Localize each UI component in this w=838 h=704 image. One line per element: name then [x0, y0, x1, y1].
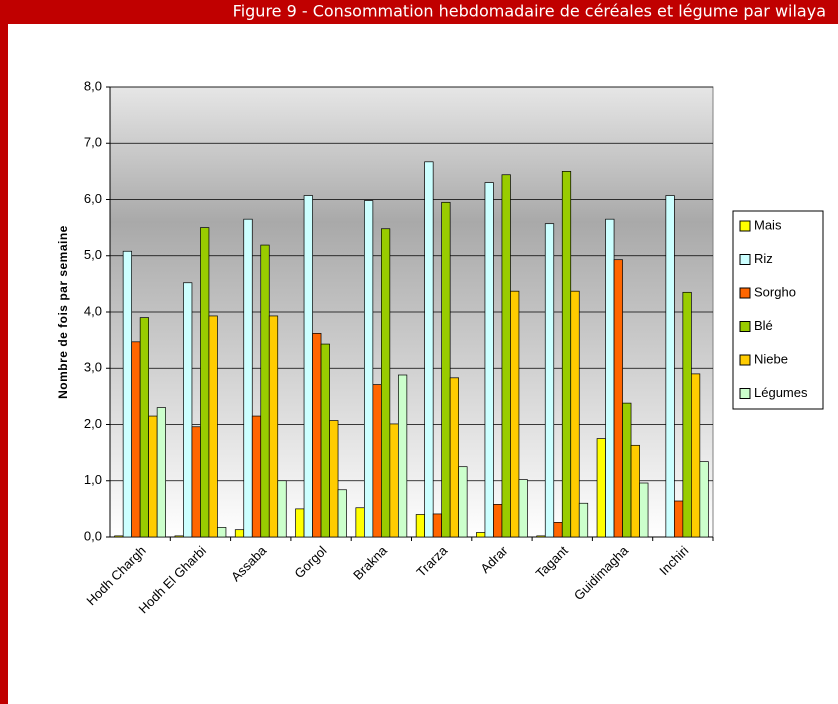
bar — [329, 420, 339, 538]
bar — [217, 527, 227, 538]
bar — [673, 500, 684, 538]
bar — [337, 489, 347, 538]
bar — [682, 291, 692, 538]
left-border — [0, 0, 8, 704]
bar — [699, 461, 709, 538]
bar — [355, 507, 365, 538]
bar — [389, 423, 399, 538]
legend-label: Légumes — [754, 385, 808, 400]
bar — [260, 244, 270, 538]
bar — [622, 402, 632, 538]
bar — [415, 514, 425, 538]
y-tick-label: 3,0 — [84, 360, 102, 375]
header-bar — [0, 0, 838, 24]
y-tick-label: 6,0 — [84, 191, 102, 206]
bar — [613, 259, 623, 538]
legend-label: Mais — [754, 217, 782, 232]
bar — [303, 195, 313, 538]
bar — [639, 482, 649, 538]
bar — [553, 522, 563, 538]
bar — [156, 407, 166, 538]
legend-label: Riz — [754, 251, 773, 266]
bar — [183, 282, 193, 538]
bar — [398, 374, 408, 538]
bar — [501, 174, 511, 538]
y-tick-label: 5,0 — [84, 247, 102, 262]
legend-label: Sorgho — [754, 284, 796, 299]
y-tick-label: 8,0 — [84, 78, 102, 93]
bar — [493, 504, 503, 538]
y-tick-label: 0,0 — [84, 528, 102, 543]
chart-title: Figure 9 - Consommation hebdomadaire de … — [233, 2, 826, 21]
bar — [312, 333, 322, 538]
bar — [458, 466, 468, 538]
bar — [200, 227, 210, 538]
bar — [277, 480, 287, 538]
x-tick-label: Guidimagha — [571, 542, 632, 603]
bar — [364, 200, 374, 538]
bar — [148, 415, 158, 538]
bar — [605, 218, 615, 538]
x-tick-label: Brakna — [350, 542, 390, 582]
bar — [665, 195, 675, 538]
bar — [131, 341, 141, 538]
bar — [372, 384, 382, 538]
x-tick-label: Adrar — [477, 542, 511, 576]
x-tick-label: Assaba — [228, 542, 270, 584]
y-tick-label: 4,0 — [84, 303, 102, 318]
legend-label: Niebe — [754, 351, 788, 366]
x-tick-label: Trarza — [413, 542, 450, 579]
bar — [518, 479, 528, 538]
bar — [510, 290, 520, 538]
bar — [596, 438, 606, 538]
bar — [243, 218, 253, 538]
y-tick-label: 2,0 — [84, 416, 102, 431]
legend-swatch — [739, 321, 751, 332]
legend-label: Blé — [754, 318, 773, 333]
bar — [139, 317, 149, 538]
bar — [476, 532, 486, 538]
bar — [536, 535, 546, 538]
bar — [122, 250, 133, 538]
legend-swatch — [739, 220, 751, 232]
bar — [484, 182, 494, 538]
bar — [191, 426, 201, 538]
bar — [690, 373, 701, 538]
bar — [295, 508, 305, 538]
x-tick-label: Gorgol — [291, 543, 329, 581]
legend-swatch — [739, 254, 751, 265]
bar — [578, 502, 589, 538]
y-tick-label: 1,0 — [84, 472, 102, 487]
bar — [251, 415, 262, 538]
legend-swatch — [739, 287, 751, 299]
bar — [114, 535, 124, 538]
bar — [570, 290, 580, 538]
bar — [544, 223, 555, 538]
x-tick-label: Tagant — [533, 543, 571, 581]
bar — [381, 228, 391, 538]
legend — [732, 210, 824, 410]
y-axis-title: Nombre de fois par semaine — [56, 225, 70, 399]
bar — [432, 513, 442, 538]
y-tick-label: 7,0 — [84, 135, 102, 150]
bar — [561, 171, 572, 538]
x-tick-label: Hodh Chargh — [83, 543, 148, 608]
bar — [268, 315, 279, 538]
bar — [441, 201, 451, 538]
bar — [449, 377, 459, 538]
bar — [630, 444, 640, 538]
bar — [174, 535, 184, 538]
bar — [208, 315, 218, 538]
bar — [424, 161, 434, 538]
x-tick-label: Inchiri — [656, 543, 691, 578]
bar — [320, 343, 330, 538]
legend-swatch — [739, 388, 751, 399]
bar — [234, 529, 245, 538]
legend-swatch — [739, 354, 751, 366]
